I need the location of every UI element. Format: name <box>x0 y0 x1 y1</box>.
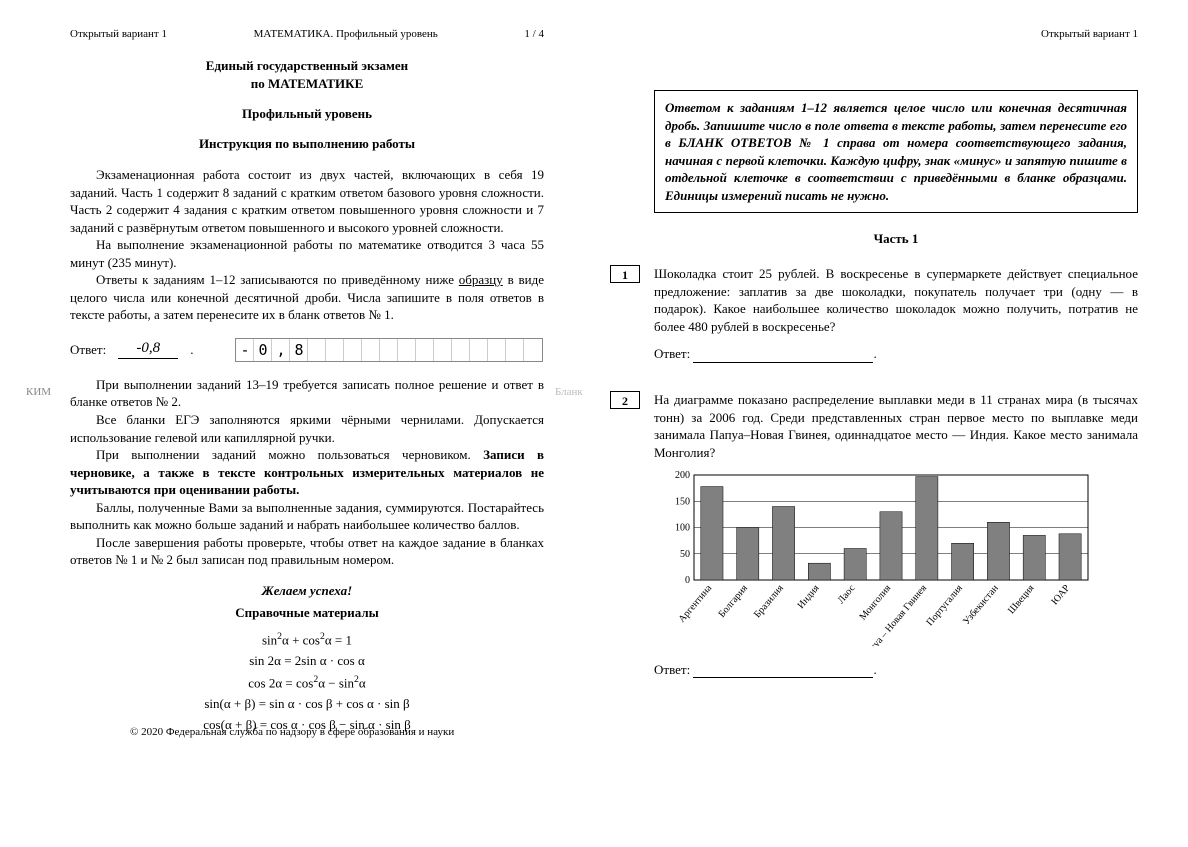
formulas: sin2α + cos2α = 1 sin 2α = 2sin α · cos … <box>70 629 544 736</box>
svg-text:200: 200 <box>675 471 690 481</box>
header-variant: Открытый вариант 1 <box>70 28 167 40</box>
bar-chart: 0 50 100 150 200 АргентинаБолгарияБразилия Инд… <box>664 471 1138 651</box>
para-8: После завершения работы проверьте, чтобы… <box>70 534 544 569</box>
svg-text:Бразилия: Бразилия <box>752 583 786 621</box>
svg-text:Аргентина: Аргентина <box>677 583 715 625</box>
instruction-box: Ответом к заданиям 1–12 является целое ч… <box>654 90 1138 213</box>
formula-3: cos 2α = cos2α − sin2α <box>70 672 544 694</box>
answer-cell <box>470 339 488 361</box>
instruction-body: Экзаменационная работа состоит из двух ч… <box>70 166 544 324</box>
svg-text:Индия: Индия <box>795 583 821 612</box>
copyright-footer: © 2020 Федеральная служба по надзору в с… <box>130 726 454 738</box>
header-subject: МАТЕМАТИКА. Профильный уровень <box>254 28 438 40</box>
instruction-body-2: При выполнении заданий 13–19 требуется з… <box>70 376 544 569</box>
svg-text:0: 0 <box>685 575 690 586</box>
header-page: 1 / 4 <box>524 28 544 40</box>
formula-2: sin 2α = 2sin α · cos α <box>70 651 544 672</box>
answer-cell <box>506 339 524 361</box>
svg-text:Португалия: Португалия <box>924 583 965 629</box>
answer-cell: , <box>272 339 290 361</box>
svg-text:100: 100 <box>675 523 690 534</box>
para-2: На выполнение экзаменационной работы по … <box>70 236 544 271</box>
answer-cell <box>434 339 452 361</box>
formula-1: sin2α + cos2α = 1 <box>70 629 544 651</box>
svg-text:ЮАР: ЮАР <box>1049 583 1072 608</box>
svg-text:Монголия: Монголия <box>857 583 893 623</box>
svg-text:50: 50 <box>680 549 690 560</box>
answer-line-2: Ответ: . <box>654 661 1138 679</box>
subtitle-level: Профильный уровень <box>70 106 544 122</box>
task-number-1: 1 <box>610 265 640 283</box>
subtitle-instruction: Инструкция по выполнению работы <box>70 136 544 152</box>
answer-label: Ответ: <box>70 342 106 358</box>
header-right: Открытый вариант 1 <box>654 28 1138 40</box>
answer-example: Ответ: -0,8 . -0,8 <box>70 338 544 362</box>
kim-watermark: КИМ <box>26 386 51 398</box>
para-1: Экзаменационная работа состоит из двух ч… <box>70 166 544 236</box>
answer-cell: 8 <box>290 339 308 361</box>
answer-cell <box>416 339 434 361</box>
title-line-1: Единый государственный экзамен <box>70 58 544 74</box>
task-number-2: 2 <box>610 391 640 409</box>
answer-cell <box>398 339 416 361</box>
answer-cell: 0 <box>254 339 272 361</box>
answer-line-1: Ответ: . <box>654 345 1138 363</box>
answer-cell <box>326 339 344 361</box>
answer-grid: -0,8 <box>235 338 543 362</box>
answer-cell <box>344 339 362 361</box>
answer-cell <box>524 339 542 361</box>
svg-text:Швеция: Швеция <box>1006 583 1037 617</box>
blank-watermark: Бланк <box>555 386 583 398</box>
answer-cell <box>308 339 326 361</box>
svg-text:Узбекистан: Узбекистан <box>961 583 1001 628</box>
chart-svg: 0 50 100 150 200 АргентинаБолгарияБразилия Инд… <box>664 471 1094 646</box>
svg-text:Лаос: Лаос <box>836 583 858 607</box>
page-left: Открытый вариант 1 МАТЕМАТИКА. Профильны… <box>0 0 594 756</box>
exam-title: Единый государственный экзамен по МАТЕМА… <box>70 58 544 92</box>
para-7: Баллы, полученные Вами за выполненные за… <box>70 499 544 534</box>
page-right: Открытый вариант 1 Ответом к заданиям 1–… <box>594 0 1188 708</box>
task-body-2: На диаграмме показано распределение выпл… <box>654 391 1138 678</box>
wish: Желаем успеха! <box>70 583 544 599</box>
answer-cell: - <box>236 339 254 361</box>
para-4: При выполнении заданий 13–19 требуется з… <box>70 376 544 411</box>
task-body-1: Шоколадка стоит 25 рублей. В воскресенье… <box>654 265 1138 363</box>
answer-cell <box>488 339 506 361</box>
answer-handwritten: -0,8 <box>118 340 178 359</box>
title-line-2: по МАТЕМАТИКЕ <box>70 76 544 92</box>
answer-cell <box>380 339 398 361</box>
svg-text:Болгария: Болгария <box>716 583 750 620</box>
para-3: Ответы к заданиям 1–12 записываются по п… <box>70 271 544 324</box>
header-left: Открытый вариант 1 МАТЕМАТИКА. Профильны… <box>70 28 544 40</box>
answer-cell <box>452 339 470 361</box>
answer-cell <box>362 339 380 361</box>
svg-text:150: 150 <box>675 496 690 507</box>
answer-blank-1[interactable] <box>693 362 873 363</box>
reference-title: Справочные материалы <box>70 605 544 621</box>
para-6: При выполнении заданий можно пользоватьс… <box>70 446 544 499</box>
formula-4: sin(α + β) = sin α · cos β + cos α · sin… <box>70 694 544 715</box>
task-2: 2 На диаграмме показано распределение вы… <box>654 391 1138 678</box>
para-5: Все бланки ЕГЭ заполняются яркими чёрным… <box>70 411 544 446</box>
answer-blank-2[interactable] <box>693 677 873 678</box>
task-1: 1 Шоколадка стоит 25 рублей. В воскресен… <box>654 265 1138 363</box>
part-title: Часть 1 <box>654 231 1138 247</box>
